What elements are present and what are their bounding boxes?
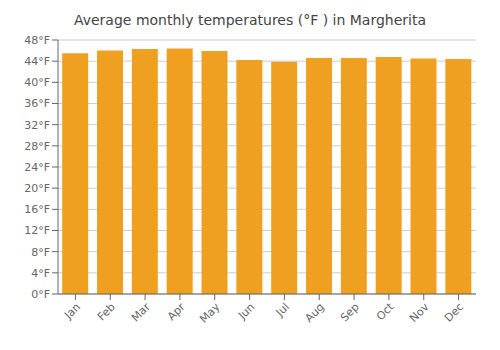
html-text:Average monthly temperatures (: Average monthly temperatures (°F ) in Ma… xyxy=(74,12,426,28)
svg-text:Dec: Dec xyxy=(442,300,466,324)
svg-text:May: May xyxy=(197,300,223,326)
svg-text:20°F: 20°F xyxy=(24,182,50,195)
svg-text:Jun: Jun xyxy=(235,300,257,322)
svg-text:Jul: Jul xyxy=(273,300,292,319)
svg-text:36°F: 36°F xyxy=(24,97,50,110)
svg-text:0°F: 0°F xyxy=(31,288,50,301)
svg-text:Oct: Oct xyxy=(374,300,397,323)
svg-text:4°F: 4°F xyxy=(31,267,50,280)
svg-text:Aug: Aug xyxy=(303,300,327,324)
svg-text:8°F: 8°F xyxy=(31,246,50,259)
svg-text:32°F: 32°F xyxy=(24,119,50,132)
svg-text:40°F: 40°F xyxy=(24,76,50,89)
svg-text:Feb: Feb xyxy=(95,300,118,323)
svg-text:24°F: 24°F xyxy=(24,161,50,174)
svg-text:44°F: 44°F xyxy=(24,55,50,68)
svg-text:Mar: Mar xyxy=(129,300,153,324)
svg-text:16°F: 16°F xyxy=(24,203,50,216)
svg-text:48°F: 48°F xyxy=(24,34,50,47)
svg-text:Jan: Jan xyxy=(61,300,83,322)
svg-text:Sep: Sep xyxy=(338,300,362,324)
svg-text:28°F: 28°F xyxy=(24,140,50,153)
svg-text:12°F: 12°F xyxy=(24,224,50,237)
svg-text:Apr: Apr xyxy=(165,300,188,323)
svg-text:Nov: Nov xyxy=(407,300,432,325)
